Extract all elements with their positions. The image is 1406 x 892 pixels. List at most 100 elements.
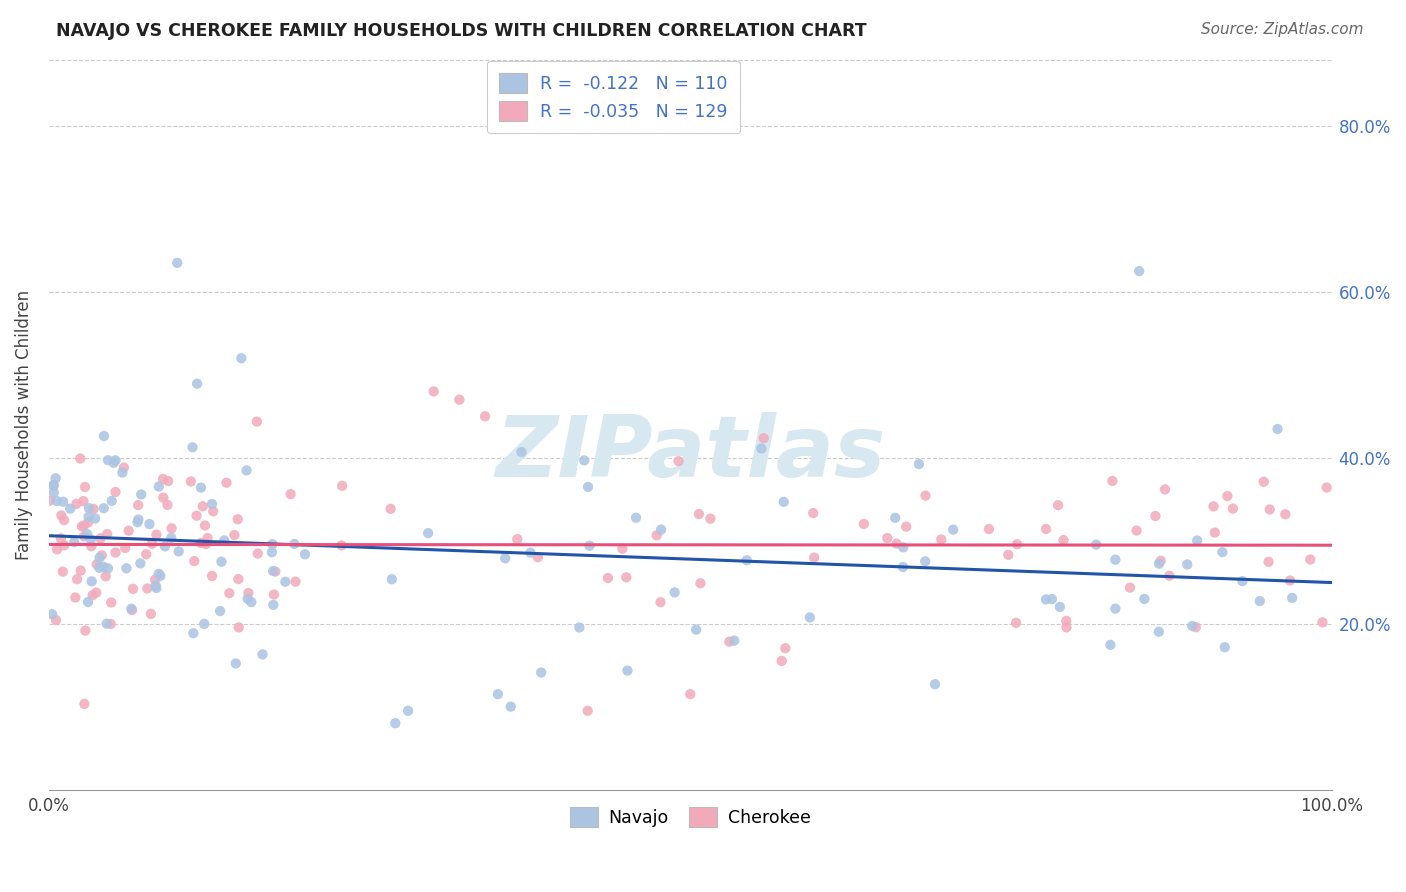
Point bbox=[1299, 552, 1322, 566]
Point bbox=[121, 603, 143, 617]
Point bbox=[82, 588, 104, 602]
Point bbox=[283, 537, 305, 551]
Point bbox=[1279, 574, 1302, 588]
Point bbox=[284, 574, 307, 589]
Point bbox=[330, 479, 353, 493]
Point bbox=[93, 429, 115, 443]
Point bbox=[1104, 552, 1126, 566]
Point bbox=[876, 531, 898, 545]
Point bbox=[100, 494, 122, 508]
Point bbox=[679, 687, 702, 701]
Point bbox=[718, 634, 741, 648]
Point bbox=[510, 445, 533, 459]
Point bbox=[262, 564, 284, 578]
Point bbox=[180, 475, 202, 489]
Point bbox=[519, 546, 541, 560]
Point bbox=[801, 506, 824, 520]
Point bbox=[1150, 554, 1173, 568]
Point bbox=[1312, 615, 1334, 630]
Point bbox=[884, 511, 907, 525]
Point bbox=[1052, 533, 1074, 548]
Point bbox=[1204, 525, 1226, 540]
Point bbox=[929, 533, 952, 547]
Point bbox=[752, 431, 775, 445]
Point bbox=[89, 532, 111, 546]
Point bbox=[803, 550, 825, 565]
Point bbox=[381, 572, 404, 586]
Point bbox=[45, 613, 67, 627]
Point bbox=[330, 538, 353, 552]
Point bbox=[499, 699, 522, 714]
Point bbox=[80, 574, 103, 589]
Point bbox=[226, 512, 249, 526]
Point bbox=[53, 538, 76, 552]
Point bbox=[886, 536, 908, 550]
Point bbox=[80, 533, 103, 547]
Point bbox=[260, 545, 283, 559]
Point bbox=[93, 501, 115, 516]
Point bbox=[228, 620, 250, 634]
Point bbox=[73, 480, 96, 494]
Point bbox=[1213, 640, 1236, 655]
Point bbox=[1119, 581, 1142, 595]
Point bbox=[52, 494, 75, 508]
Point bbox=[90, 548, 112, 562]
Point bbox=[1144, 509, 1167, 524]
Point bbox=[80, 540, 103, 554]
Point bbox=[723, 633, 745, 648]
Point bbox=[530, 665, 553, 680]
Point bbox=[1049, 599, 1071, 614]
Point bbox=[1181, 619, 1204, 633]
Point bbox=[97, 561, 120, 575]
Point bbox=[1133, 591, 1156, 606]
Point bbox=[1175, 558, 1198, 572]
Point bbox=[689, 576, 711, 591]
Point bbox=[1222, 501, 1244, 516]
Point bbox=[97, 453, 120, 467]
Point bbox=[186, 508, 208, 523]
Point bbox=[506, 532, 529, 546]
Point bbox=[148, 479, 170, 493]
Point bbox=[914, 489, 936, 503]
Point bbox=[139, 607, 162, 621]
Point bbox=[1184, 620, 1206, 634]
Point bbox=[614, 570, 637, 584]
Point bbox=[77, 595, 100, 609]
Point bbox=[1281, 591, 1303, 605]
Point bbox=[152, 472, 174, 486]
Point bbox=[218, 586, 240, 600]
Point bbox=[148, 566, 170, 581]
Point bbox=[1249, 594, 1271, 608]
Point bbox=[228, 572, 250, 586]
Point bbox=[252, 648, 274, 662]
Point bbox=[194, 518, 217, 533]
Point bbox=[1185, 533, 1208, 548]
Point bbox=[86, 558, 108, 572]
Point bbox=[1056, 620, 1078, 634]
Point bbox=[153, 540, 176, 554]
Point bbox=[46, 542, 69, 557]
Point bbox=[115, 561, 138, 575]
Point bbox=[1216, 489, 1239, 503]
Point bbox=[664, 585, 686, 599]
Point bbox=[65, 591, 87, 605]
Point bbox=[51, 508, 73, 523]
Point bbox=[214, 533, 236, 548]
Point bbox=[688, 507, 710, 521]
Point bbox=[1211, 545, 1233, 559]
Point bbox=[527, 550, 550, 565]
Point bbox=[1274, 508, 1296, 522]
Point bbox=[1253, 475, 1275, 489]
Y-axis label: Family Households with Children: Family Households with Children bbox=[15, 290, 32, 559]
Point bbox=[246, 415, 269, 429]
Point bbox=[114, 541, 136, 555]
Point bbox=[191, 500, 214, 514]
Point bbox=[84, 511, 107, 525]
Point bbox=[1257, 555, 1279, 569]
Point bbox=[145, 581, 167, 595]
Point bbox=[157, 474, 180, 488]
Point bbox=[63, 535, 86, 549]
Point bbox=[195, 537, 218, 551]
Point bbox=[160, 521, 183, 535]
Point bbox=[70, 519, 93, 533]
